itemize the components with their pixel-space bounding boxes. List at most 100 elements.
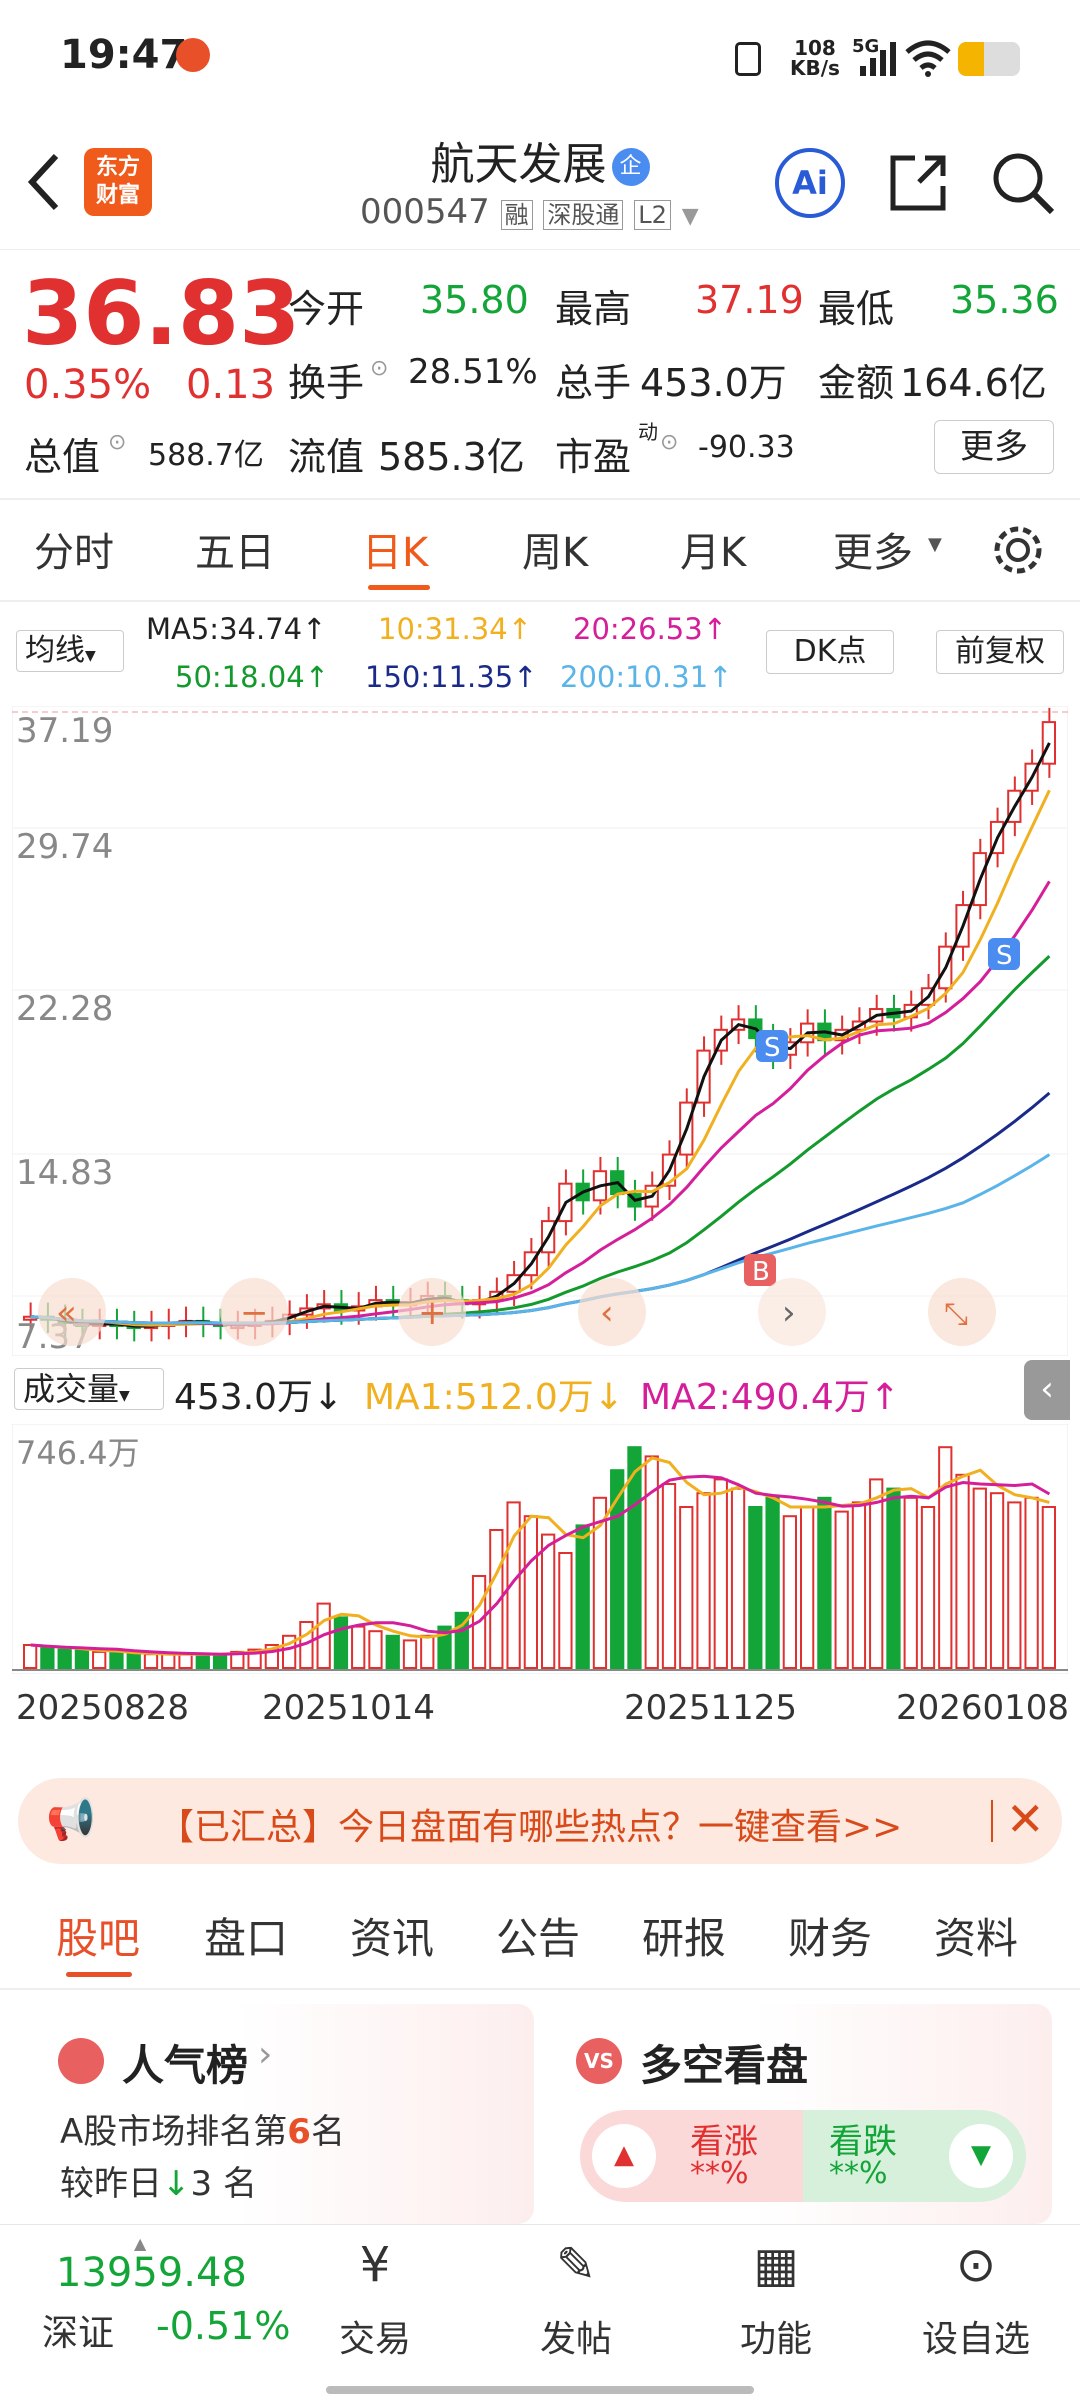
tab-more[interactable]: 更多 [833, 530, 913, 576]
scroll-left-icon[interactable] [38, 1278, 106, 1346]
bull-bear-card[interactable]: VS 多空看盘 ▲ 看涨 **% 看跌 **% ▼ [554, 2004, 1052, 2224]
divider [0, 1988, 1080, 1990]
volume-value: 453.0万↓ [174, 1377, 344, 1418]
gear-icon[interactable] [990, 522, 1046, 578]
volume-bar [851, 1501, 867, 1670]
volume-bar [938, 1446, 953, 1670]
volume-selector[interactable]: 成交量▼ [14, 1368, 164, 1410]
svg-text:«: « [56, 1293, 77, 1333]
volume-bar [385, 1634, 400, 1670]
battery-icon [958, 42, 1020, 76]
svg-text:+: + [418, 1293, 447, 1333]
tab-orderbook[interactable]: 盘口 [204, 1914, 289, 1963]
popularity-card[interactable]: 人气榜 › A股市场排名第6名 较昨日↓3 名 [36, 2004, 534, 2224]
mktcap-label: 总值 [24, 435, 101, 479]
vol-ma2: MA2:490.4万↑ [640, 1377, 900, 1418]
caret-down-icon: ▼ [928, 534, 942, 555]
volume-bar [1007, 1501, 1022, 1670]
info-icon[interactable]: ⊙ [108, 430, 127, 455]
tab-indicator [368, 585, 430, 590]
mktcap-value: 588.7亿 [148, 438, 264, 473]
volume-bar [748, 1506, 763, 1669]
change-pct: 0.35% [24, 362, 152, 408]
status-time: 19:47 [60, 32, 188, 78]
tab-weekly-k[interactable]: 周K [522, 530, 589, 576]
kline-chart[interactable]: 37.19 29.74 22.28 14.83 7.37 S B S « − +… [12, 706, 1068, 1356]
tab-news[interactable]: 资讯 [350, 1914, 435, 1963]
volume-bar [437, 1625, 452, 1670]
nav-post[interactable]: ✎ 发帖 [539, 2237, 612, 2360]
status-bar: 19:47 108 KB/s 5G [0, 0, 1080, 120]
vol-ma2-line [30, 1474, 1051, 1656]
prev-icon[interactable] [578, 1278, 646, 1346]
volume-bar [541, 1533, 556, 1669]
search-icon[interactable] [990, 150, 1056, 216]
hot-topics-banner[interactable]: 📢 【已汇总】今日盘面有哪些热点？一键查看>> ✕ [18, 1778, 1062, 1864]
volume-bar [696, 1492, 711, 1669]
volume-bar [869, 1478, 884, 1670]
volume-bar [610, 1469, 625, 1670]
tab-five-day[interactable]: 五日 [195, 530, 275, 576]
zoom-in-icon[interactable] [398, 1278, 466, 1346]
ai-button[interactable]: Ai [775, 148, 845, 218]
info-icon[interactable]: ⊙ [660, 430, 679, 455]
volume-bar [955, 1473, 970, 1669]
float-value: 585.3亿 [378, 435, 525, 479]
signal-type: 5G [852, 36, 880, 57]
volume-bar [57, 1648, 72, 1670]
adjust-button[interactable]: 前复权 [936, 630, 1064, 674]
tab-monthly-k[interactable]: 月K [680, 530, 747, 576]
nav-trade[interactable]: ¥ 交易 [338, 2237, 411, 2360]
nav-functions[interactable]: ▦ 功能 [739, 2237, 812, 2360]
svg-text:⤡: ⤡ [944, 1297, 968, 1332]
app-logo[interactable]: 东方 财富 [84, 148, 152, 216]
tab-announcements[interactable]: 公告 [496, 1914, 581, 1963]
more-button[interactable]: 更多 [934, 420, 1054, 474]
share-icon[interactable] [885, 150, 951, 216]
grid-icon: ▦ [753, 2237, 799, 2293]
volume-bar [765, 1496, 780, 1669]
index-ticker[interactable]: ▲ 13959.48 深证 -0.51% [22, 2234, 312, 2366]
volume-bar [1024, 1496, 1039, 1669]
volume-bar [161, 1653, 176, 1669]
dk-button[interactable]: DK点 [766, 630, 894, 674]
x-tick-label: 20251014 [262, 1688, 436, 1728]
index-value: 13959.48 [56, 2250, 247, 2296]
volume-bar [782, 1515, 798, 1669]
ma50-label: 50:18.04↑ [175, 660, 329, 694]
collapse-icon[interactable]: ‹ [1024, 1360, 1070, 1420]
open-value: 35.80 [420, 278, 529, 322]
tab-financials[interactable]: 财务 [788, 1914, 873, 1963]
fullscreen-icon[interactable] [928, 1278, 996, 1346]
close-icon[interactable]: ✕ [1006, 1792, 1045, 1846]
bull-button[interactable]: ▲ 看涨 **% [580, 2110, 803, 2202]
x-tick-label: 20250828 [16, 1688, 190, 1728]
sell-marker[interactable]: S [988, 938, 1020, 971]
nav-watchlist[interactable]: ⊙ 设自选 [921, 2237, 1030, 2360]
indicator-selector[interactable]: 均线▼ [16, 630, 124, 672]
tab-profile[interactable]: 资料 [934, 1914, 1019, 1963]
rank-prefix: A股市场排名第 [60, 2112, 288, 2152]
bear-button[interactable]: 看跌 **% ▼ [803, 2110, 1026, 2202]
back-icon[interactable] [24, 152, 64, 212]
bottom-nav [0, 2224, 1080, 2400]
stock-header: 东方 财富 航天发展 企 000547 融 深股通 L2 ▼ Ai [0, 120, 1080, 250]
tab-intraday[interactable]: 分时 [34, 530, 114, 576]
buy-marker[interactable]: B [744, 1254, 776, 1287]
next-icon[interactable] [758, 1278, 826, 1346]
price: 36.83 [22, 262, 301, 365]
sell-marker[interactable]: S [756, 1030, 788, 1063]
vs-title: 多空看盘 [640, 2041, 809, 2090]
zoom-out-icon[interactable] [220, 1278, 288, 1346]
svg-text:‹: ‹ [600, 1293, 614, 1333]
tab-daily-k[interactable]: 日K [362, 530, 429, 576]
tab-research[interactable]: 研报 [642, 1914, 727, 1963]
signal-icon [860, 42, 896, 76]
chevron-down-icon[interactable]: ▼ [681, 204, 699, 229]
divider [0, 600, 1080, 602]
y-tick-label: 37.19 [16, 711, 113, 751]
info-icon[interactable]: ⊙ [370, 356, 389, 381]
divider [0, 498, 1080, 500]
volume-chart[interactable]: 746.4万 [12, 1424, 1068, 1674]
tab-guba[interactable]: 股吧 [56, 1914, 141, 1963]
